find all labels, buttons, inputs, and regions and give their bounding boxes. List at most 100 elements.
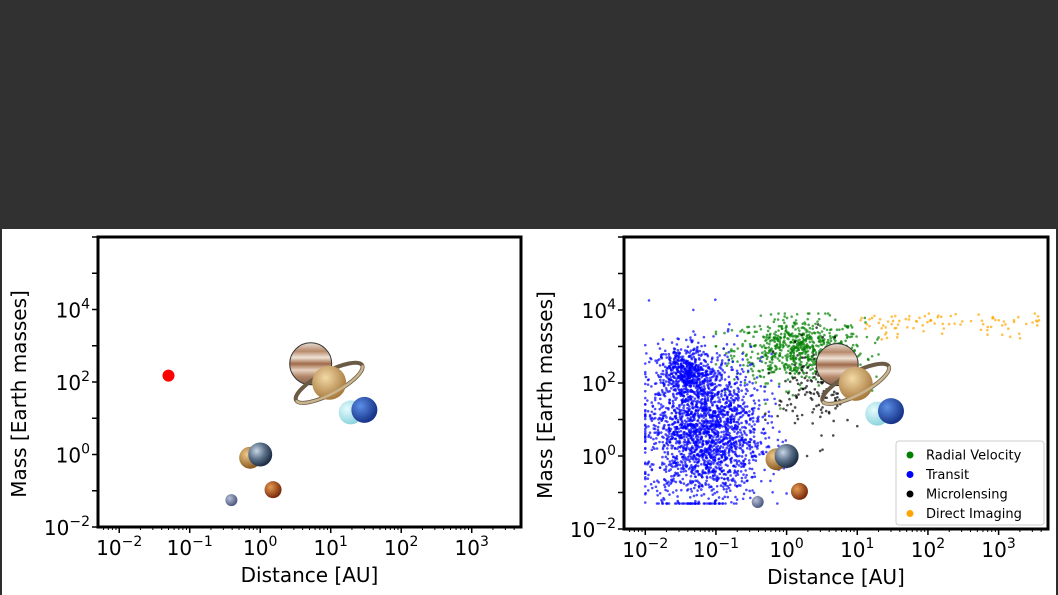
data-point [741,344,744,348]
data-point [876,338,879,341]
data-point [764,412,767,415]
data-point [745,387,748,391]
data-point [781,343,785,347]
data-point [714,423,717,427]
data-point [718,447,721,451]
data-point [732,417,736,421]
data-point [700,463,703,466]
data-point [654,441,658,445]
data-point [643,440,647,444]
data-point [769,313,773,316]
data-point [744,375,748,379]
data-point [720,390,723,393]
data-point [1035,324,1039,327]
x-tick-label: 10−1 [167,534,213,560]
data-point [674,480,678,484]
data-point [689,363,692,366]
data-point [695,458,698,461]
data-point [799,343,802,346]
data-point [796,354,799,357]
data-point [767,445,771,449]
data-point [835,392,838,395]
data-point [722,459,726,462]
data-point [758,453,761,456]
data-point [714,375,718,378]
data-point [778,359,781,363]
data-point [782,407,785,411]
data-point [686,440,690,443]
legend-marker [906,471,914,478]
data-point [777,346,781,350]
data-point [748,440,752,444]
data-point [783,315,786,318]
data-point [853,348,856,352]
data-point [667,480,670,484]
data-point [761,450,765,453]
data-point [880,338,884,341]
data-point [817,312,820,315]
data-point [704,352,708,356]
data-point [656,425,660,429]
data-point [832,419,835,423]
data-point [804,338,808,341]
data-point [742,430,746,433]
data-point [686,422,690,426]
data-point [691,480,695,484]
data-point [704,364,708,368]
data-point [845,333,848,337]
data-point [700,397,704,401]
data-point [759,327,763,331]
data-point [748,410,751,413]
data-point [666,437,669,440]
data-point [664,380,668,383]
data-point [763,398,766,402]
data-point [802,345,805,348]
data-point [728,403,732,407]
data-point [665,502,669,505]
data-point [682,406,685,410]
data-point [674,353,677,357]
data-point [717,502,721,505]
data-point [703,447,707,450]
data-point [676,471,680,475]
data-point [741,443,745,447]
data-point [725,405,728,408]
data-point [835,328,839,332]
data-point [678,450,681,453]
data-point [732,401,736,404]
data-point [668,493,671,496]
data-point [709,370,712,374]
data-point [810,359,814,362]
data-point [675,455,679,458]
data-point [716,356,719,359]
data-point [676,358,679,362]
data-point [873,341,877,345]
data-point [774,347,777,350]
data-point [818,324,822,328]
data-point [705,432,709,436]
data-point [727,444,730,448]
data-point [800,369,804,372]
data-point [954,312,958,316]
data-point [800,333,804,337]
data-point [801,387,805,391]
data-point [705,419,709,423]
data-point [799,345,803,348]
data-point [719,440,723,443]
data-point [737,484,741,487]
data-point [802,338,806,341]
data-point [785,390,788,393]
data-point [734,483,737,487]
data-point [667,373,670,377]
data-point [752,491,756,495]
data-point [783,366,786,370]
data-point [733,382,737,386]
data-point [741,342,744,346]
data-point [708,372,712,376]
data-point [711,411,715,415]
data-point [714,420,718,423]
data-point [714,498,718,502]
data-point [674,361,678,364]
data-point [742,395,745,399]
data-point [661,447,665,451]
